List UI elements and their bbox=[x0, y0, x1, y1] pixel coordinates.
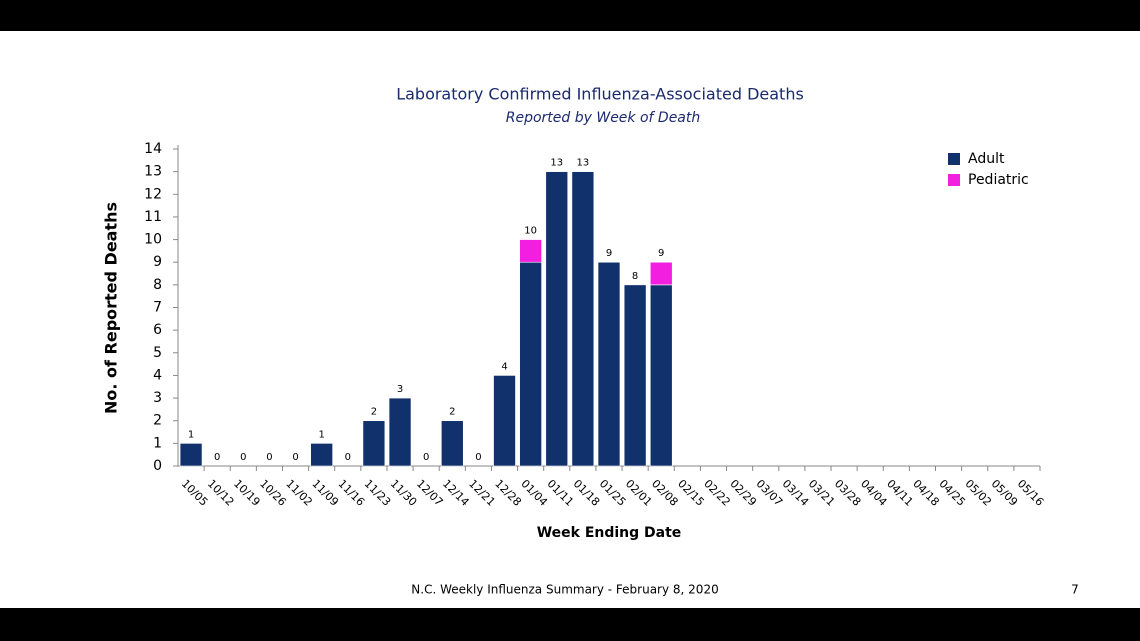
bar-segment bbox=[388, 397, 412, 467]
y-tick-label: 14 bbox=[144, 141, 162, 157]
data-label: 2 bbox=[449, 407, 455, 418]
bar-segment bbox=[441, 420, 464, 467]
data-label: 9 bbox=[606, 248, 612, 259]
x-tick-label: 01/18 bbox=[571, 477, 603, 509]
x-tick-label: 11/23 bbox=[362, 477, 394, 509]
bar-segment bbox=[179, 443, 203, 467]
legend-label: Pediatric bbox=[968, 172, 1029, 188]
page-number: 7 bbox=[1071, 583, 1079, 597]
data-label: 2 bbox=[371, 407, 377, 418]
bar-segment bbox=[623, 284, 647, 467]
y-tick-label: 0 bbox=[153, 458, 162, 474]
x-tick-label: 12/21 bbox=[466, 477, 498, 509]
x-tick-label: 10/12 bbox=[205, 477, 237, 509]
legend-swatch bbox=[948, 153, 960, 165]
x-tick-label: 10/19 bbox=[231, 477, 263, 509]
bar-segment bbox=[545, 171, 569, 467]
letterbox-bottom bbox=[0, 608, 1140, 641]
x-tick-label: 05/09 bbox=[989, 477, 1021, 509]
x-tick-label: 03/07 bbox=[753, 477, 785, 509]
x-tick-label: 02/08 bbox=[649, 477, 681, 509]
y-tick-label: 1 bbox=[153, 435, 162, 451]
x-tick-label: 04/25 bbox=[936, 477, 968, 509]
x-tick-label: 12/07 bbox=[414, 477, 446, 509]
x-tick-label: 01/25 bbox=[597, 477, 629, 509]
legend-swatch bbox=[948, 174, 960, 186]
y-tick-label: 5 bbox=[153, 345, 162, 361]
x-tick-label: 04/04 bbox=[858, 477, 890, 509]
legend-label: Adult bbox=[968, 151, 1005, 167]
letterbox-top bbox=[0, 0, 1140, 31]
bar-segment bbox=[362, 420, 386, 467]
data-label: 0 bbox=[475, 452, 481, 463]
x-tick-label: 01/04 bbox=[518, 477, 550, 509]
y-tick-label: 12 bbox=[144, 186, 162, 202]
x-tick-label: 11/02 bbox=[283, 477, 315, 509]
data-label: 1 bbox=[188, 429, 194, 440]
x-tick-label: 03/14 bbox=[780, 477, 812, 509]
bar-segment bbox=[310, 443, 333, 467]
chart-title: Laboratory Confirmed Influenza-Associate… bbox=[396, 85, 804, 104]
x-tick-label: 12/14 bbox=[440, 477, 472, 509]
x-tick-label: 03/28 bbox=[832, 477, 864, 509]
chart-subtitle: Reported by Week of Death bbox=[506, 110, 701, 126]
data-label: 0 bbox=[292, 452, 298, 463]
x-axis-label: Week Ending Date bbox=[537, 525, 682, 541]
data-label: 0 bbox=[423, 452, 429, 463]
x-tick-label: 04/11 bbox=[884, 477, 916, 509]
data-label: 13 bbox=[550, 158, 563, 169]
bar-segment bbox=[649, 261, 673, 286]
bar-segment bbox=[493, 375, 516, 467]
x-tick-label: 02/29 bbox=[727, 477, 759, 509]
x-tick-label: 04/18 bbox=[910, 477, 942, 509]
y-axis-label: No. of Reported Deaths bbox=[102, 202, 121, 414]
data-label: 9 bbox=[658, 248, 664, 259]
x-tick-label: 10/05 bbox=[179, 477, 211, 509]
bar-segment bbox=[649, 284, 673, 467]
bar-segment bbox=[597, 261, 621, 467]
data-label: 8 bbox=[632, 271, 638, 282]
x-tick-label: 05/02 bbox=[962, 477, 994, 509]
x-tick-label: 01/11 bbox=[545, 477, 577, 509]
y-tick-label: 10 bbox=[144, 232, 162, 248]
bar-segment bbox=[519, 239, 542, 263]
y-tick-label: 9 bbox=[153, 254, 162, 270]
footer-text: N.C. Weekly Influenza Summary - February… bbox=[411, 583, 718, 597]
bar-segment bbox=[519, 261, 542, 467]
data-label: 0 bbox=[266, 452, 272, 463]
x-tick-label: 11/09 bbox=[309, 477, 341, 509]
bar-segment bbox=[571, 171, 595, 467]
x-tick-label: 10/26 bbox=[257, 477, 289, 509]
data-label: 3 bbox=[397, 384, 403, 395]
x-tick-label: 02/01 bbox=[623, 477, 655, 509]
data-label: 0 bbox=[214, 452, 220, 463]
y-tick-label: 4 bbox=[153, 367, 162, 383]
data-label: 0 bbox=[240, 452, 246, 463]
x-tick-label: 05/16 bbox=[1015, 477, 1047, 509]
data-label: 0 bbox=[345, 452, 351, 463]
x-tick-label: 02/15 bbox=[675, 477, 707, 509]
y-tick-label: 13 bbox=[144, 164, 162, 180]
x-tick-label: 03/21 bbox=[806, 477, 838, 509]
y-tick-label: 3 bbox=[153, 390, 162, 406]
x-tick-label: 02/22 bbox=[701, 477, 733, 509]
x-tick-label: 12/28 bbox=[492, 477, 524, 509]
data-label: 13 bbox=[577, 158, 590, 169]
data-label: 10 bbox=[524, 226, 537, 237]
y-tick-label: 7 bbox=[153, 300, 162, 316]
y-tick-label: 6 bbox=[153, 322, 162, 338]
y-tick-label: 11 bbox=[144, 209, 162, 225]
x-tick-label: 11/16 bbox=[336, 477, 368, 509]
y-tick-label: 8 bbox=[153, 277, 162, 293]
data-label: 1 bbox=[318, 429, 324, 440]
data-label: 4 bbox=[501, 361, 507, 372]
x-tick-label: 11/30 bbox=[388, 477, 420, 509]
y-tick-label: 2 bbox=[153, 413, 162, 429]
